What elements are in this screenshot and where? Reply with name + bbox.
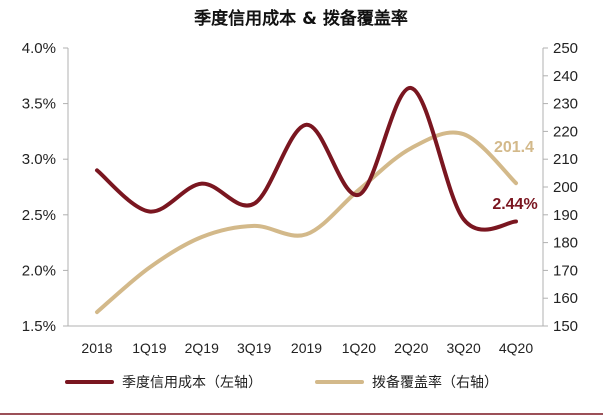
x-tick-label: 2018: [81, 340, 112, 356]
right-tick-label: 230: [553, 96, 578, 113]
right-tick-label: 240: [553, 68, 578, 85]
x-tick-label: 2Q19: [185, 340, 219, 356]
credit-cost-value-label: 2.44%: [492, 196, 537, 213]
legend-label: 拨备覆盖率（右轴）: [372, 374, 498, 391]
right-tick-label: 250: [553, 40, 578, 57]
legend: 季度信用成本（左轴） 拨备覆盖率（右轴）: [65, 374, 498, 391]
left-tick-label: 1.5%: [22, 318, 56, 335]
right-tick-label: 220: [553, 123, 578, 140]
right-axis-ticks: 150 160 170 180 190 200 210 220 230 240 250: [543, 40, 578, 335]
left-axis-ticks: 1.5% 2.0% 2.5% 3.0% 3.5% 4.0%: [22, 40, 68, 335]
left-tick-label: 3.0%: [22, 151, 56, 168]
left-tick-label: 3.5%: [22, 96, 56, 113]
x-tick-label: 2019: [291, 340, 322, 356]
x-tick-label: 4Q20: [499, 340, 533, 356]
right-tick-label: 190: [553, 207, 578, 224]
right-tick-label: 210: [553, 151, 578, 168]
x-axis-ticks: 2018 1Q19 2Q19 3Q19 2019 1Q20 2Q20 3Q20 4Q20: [81, 340, 533, 356]
coverage-ratio-value-label: 201.4: [494, 139, 534, 156]
legend-label: 季度信用成本（左轴）: [122, 375, 262, 391]
right-tick-label: 170: [553, 262, 578, 279]
right-tick-label: 180: [553, 235, 578, 252]
chart-title: 季度信用成本 & 拨备覆盖率: [194, 8, 408, 29]
legend-item-coverage-ratio: 拨备覆盖率（右轴）: [315, 374, 498, 391]
x-tick-label: 1Q20: [342, 340, 376, 356]
right-tick-label: 200: [553, 179, 578, 196]
credit-cost-line: [95, 86, 518, 232]
x-tick-label: 3Q20: [447, 340, 481, 356]
left-tick-label: 2.5%: [22, 207, 56, 224]
data-labels: 2.44% 201.4: [492, 139, 537, 213]
coverage-ratio-line: [95, 130, 518, 315]
x-tick-label: 2Q20: [394, 340, 428, 356]
left-tick-label: 4.0%: [22, 40, 56, 57]
left-tick-label: 2.0%: [22, 262, 56, 279]
x-tick-label: 1Q19: [132, 340, 166, 356]
right-tick-label: 150: [553, 318, 578, 335]
legend-item-credit-cost: 季度信用成本（左轴）: [65, 375, 262, 391]
axes: [67, 48, 544, 327]
x-tick-label: 3Q19: [237, 340, 271, 356]
series-lines: [95, 86, 518, 315]
right-tick-label: 160: [553, 290, 578, 307]
